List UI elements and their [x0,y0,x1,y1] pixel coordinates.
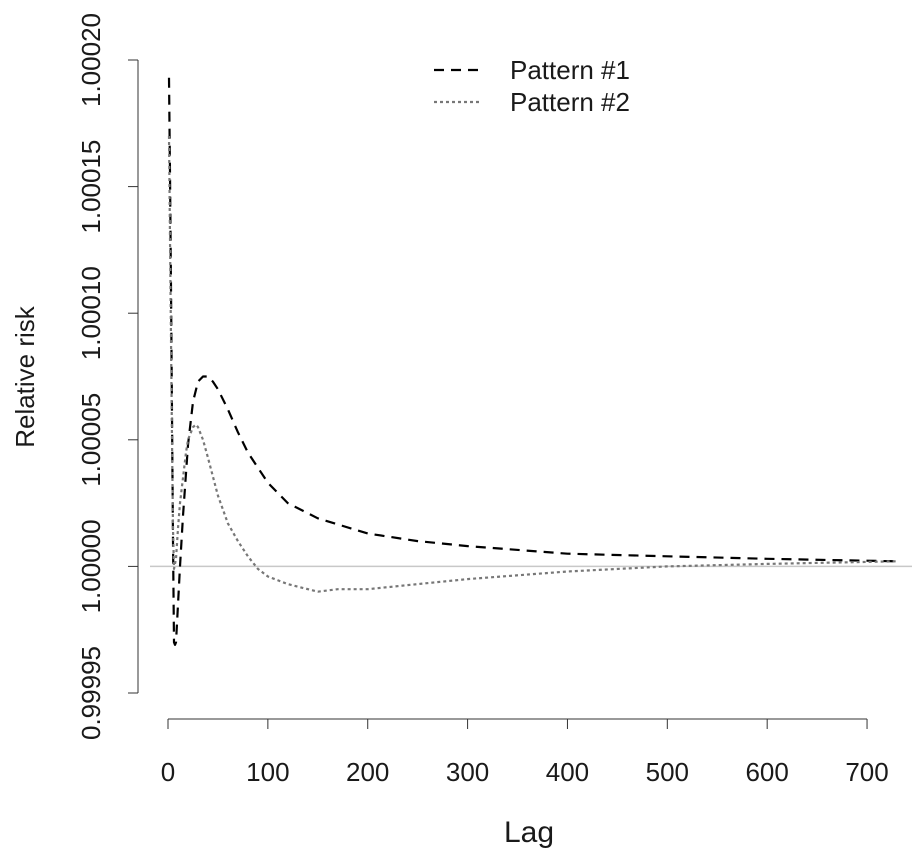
y-tick-label: 1.00010 [76,266,106,360]
x-tick-label: 700 [845,757,888,787]
series-line-1 [167,77,898,646]
series-line-2 [167,135,898,593]
y-axis-label: Relative risk [10,305,40,448]
x-axis-label: Lag [504,816,554,848]
y-tick-label: 1.00000 [76,519,106,613]
plot-area [150,77,912,646]
y-tick-label: 1.00020 [76,13,106,107]
y-tick-label: 0.99995 [76,646,106,740]
x-tick-label: 200 [346,757,389,787]
x-tick-label: 400 [546,757,589,787]
x-tick-label: 600 [745,757,788,787]
axes: 0 100 200 300 400 500 600 700 0.99995 1.00000 1.00… [76,13,889,787]
x-tick-label: 300 [446,757,489,787]
y-tick-label: 1.00015 [76,140,106,234]
legend-label: Pattern #2 [510,87,630,117]
x-tick-label: 0 [161,757,175,787]
x-tick-label: 500 [646,757,689,787]
legend-label: Pattern #1 [510,55,630,85]
x-tick-label: 100 [246,757,289,787]
y-tick-label: 1.00005 [76,393,106,487]
